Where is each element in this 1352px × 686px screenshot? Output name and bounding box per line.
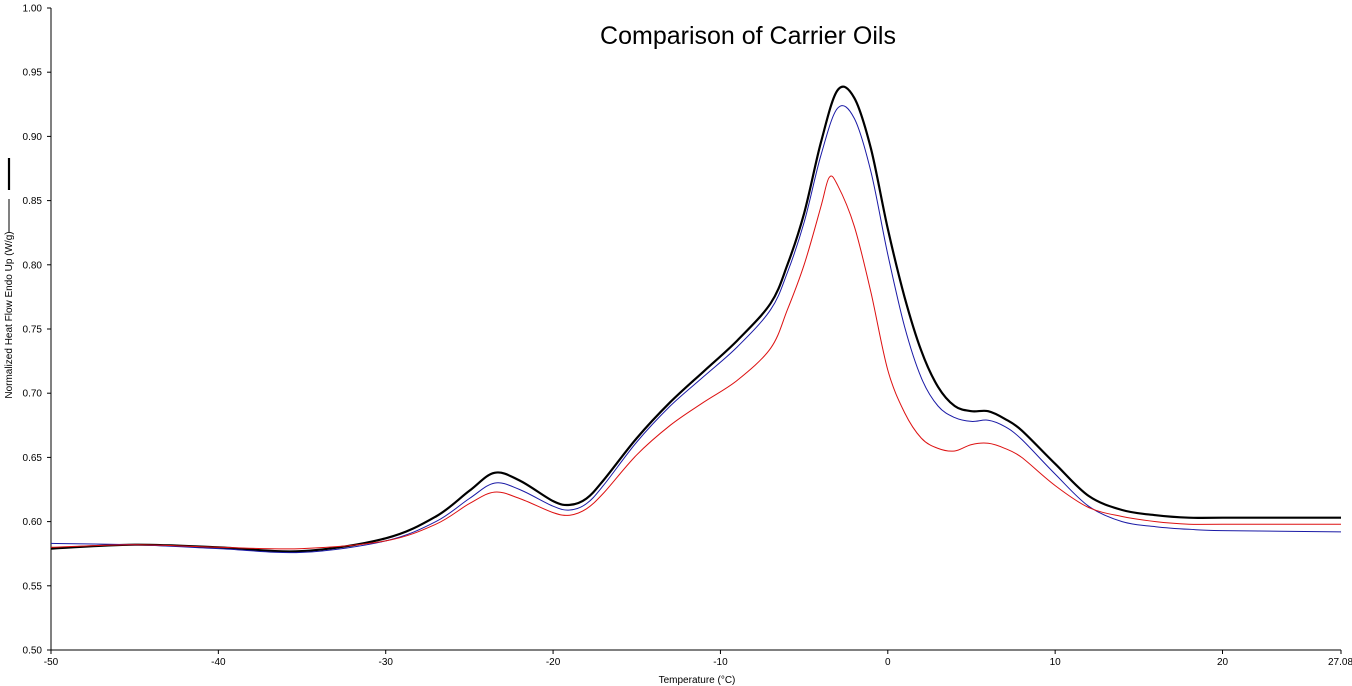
series-line-3 [50, 175, 1341, 550]
y-tick-label: 0.85 [23, 196, 43, 207]
x-tick-label: -30 [378, 657, 393, 668]
x-tick-label: -10 [713, 657, 728, 668]
series-line-1 [50, 85, 1341, 553]
y-tick-label: 1.00 [23, 4, 43, 15]
x-tick-label: -50 [44, 657, 59, 668]
x-tick-label: 20 [1217, 657, 1229, 668]
y-tick-label: 0.95 [23, 68, 43, 79]
x-tick-label: 27.08 [1328, 657, 1352, 668]
y-tick-label: 0.50 [23, 646, 43, 657]
x-tick-label: 0 [885, 657, 891, 668]
axes [50, 8, 1341, 651]
chart-title: Comparison of Carrier Oils [600, 22, 896, 50]
series-lines [50, 85, 1342, 554]
y-tick-label: 0.80 [23, 260, 43, 271]
y-tick-label: 0.90 [23, 132, 43, 143]
x-tick-label: -40 [211, 657, 226, 668]
y-tick-label: 0.75 [23, 325, 43, 336]
x-tick-label: 10 [1050, 657, 1062, 668]
x-axis-label: Temperature (°C) [659, 675, 736, 686]
y-axis-label: Normalized Heat Flow Endo Up (W/g) [4, 231, 15, 398]
y-tick-label: 0.70 [23, 389, 43, 400]
y-tick-label: 0.60 [23, 517, 43, 528]
series-line-2 [50, 105, 1342, 554]
x-tick-label: -20 [546, 657, 561, 668]
y-tick-label: 0.65 [23, 453, 43, 464]
y-tick-label: 0.55 [23, 581, 43, 592]
ticks: 0.50 0.55 0.60 0.65 0.70 0.75 0.80 0.85 0.90 0.95… [23, 4, 1352, 669]
